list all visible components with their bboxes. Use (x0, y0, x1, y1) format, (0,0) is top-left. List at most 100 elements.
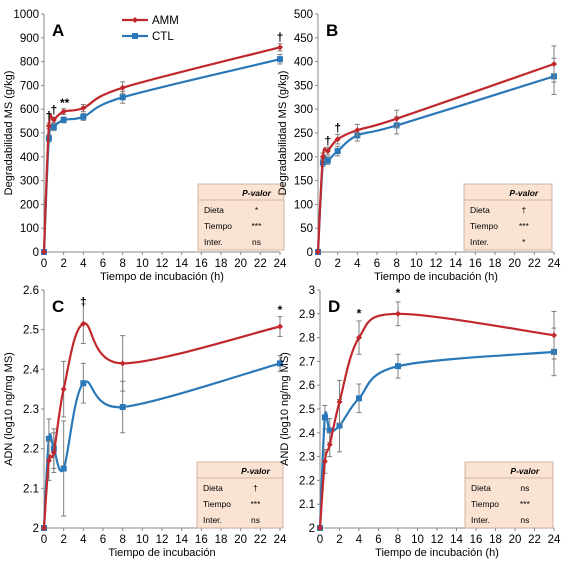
x-tick-label: 14 (175, 258, 188, 270)
data-point-square (395, 363, 401, 370)
pvalue-row-label: Tiempo (471, 499, 499, 509)
x-tick-label: 18 (489, 534, 502, 546)
significance-marker: † (334, 121, 341, 135)
x-axis-label: Tiempo de incubación (108, 547, 215, 559)
y-axis-label: ADN (log10 ng/mg MS) (3, 352, 15, 466)
y-axis-label: Degradabilidad MS (g/kg) (277, 71, 289, 196)
series-ctl (41, 354, 283, 531)
panel-letter: B (326, 21, 338, 40)
y-tick-label: 150 (294, 176, 313, 188)
y-tick-label: 700 (20, 80, 39, 92)
data-point-square (321, 414, 328, 421)
x-tick-label: 20 (234, 534, 247, 546)
pvalue-table: P-valor Dieta ns Tiempo *** Inter. ns (464, 461, 554, 529)
data-point-diamond (45, 457, 52, 464)
pvalue-table: P-valor Dieta * Tiempo *** Inter. ns (197, 183, 285, 251)
y-tick-label: 1000 (13, 9, 39, 21)
pvalue-row-value: ns (252, 237, 261, 247)
x-tick-label: 12 (431, 534, 444, 546)
x-tick-label: 10 (410, 258, 423, 270)
data-point-diamond (50, 449, 57, 456)
y-tick-label: 500 (294, 9, 313, 21)
pvalue-table: P-valor Dieta † Tiempo *** Inter. ns (196, 461, 284, 529)
pvalue-table-box (196, 461, 284, 529)
pvalue-table: P-valor Dieta † Tiempo *** Inter. * (463, 183, 553, 251)
data-point-diamond (395, 310, 401, 317)
y-tick-label: 2.5 (299, 404, 315, 416)
y-axis-label: AND (log10 ng/mg MS) (279, 352, 291, 466)
x-tick-label: 2 (60, 534, 66, 546)
x-tick-label: 8 (393, 258, 399, 270)
y-tick-label: 2.4 (23, 364, 40, 376)
legend: AMM CTL (122, 15, 179, 43)
data-point-diamond (334, 136, 341, 143)
data-point-diamond (277, 323, 283, 330)
x-tick-label: 8 (119, 534, 125, 546)
y-tick-label: 900 (20, 33, 39, 45)
y-tick-label: 2.4 (299, 428, 316, 440)
y-tick-label: 100 (294, 199, 313, 211)
x-tick-label: 6 (100, 258, 106, 270)
x-tick-label: 14 (449, 258, 462, 270)
significance-marker: † (324, 134, 331, 148)
panel-d: 22.12.22.32.42.52.62.72.82.930 2 4 6 8 10 12 14… (279, 285, 561, 559)
data-point-diamond (354, 127, 361, 134)
y-tick-label: 400 (294, 57, 313, 69)
x-tick-label: 14 (175, 534, 188, 546)
y-tick-label: 350 (294, 80, 313, 92)
data-point-diamond (50, 116, 57, 123)
x-tick-label: 14 (450, 534, 463, 546)
data-point-square (60, 465, 67, 472)
data-point-diamond (324, 148, 331, 155)
data-point-square (277, 56, 283, 63)
significance-marker: * (278, 303, 283, 317)
x-tick-label: 22 (254, 258, 267, 270)
y-tick-label: 300 (20, 176, 39, 188)
data-point-diamond (80, 320, 87, 327)
y-tick-label: 200 (20, 199, 39, 211)
x-tick-label: 22 (254, 534, 267, 546)
pvalue-table-box (464, 461, 554, 529)
data-point-diamond (315, 249, 321, 255)
pvalue-row-label: Inter. (203, 515, 222, 525)
y-tick-label: 800 (20, 57, 39, 69)
x-tick-label: 24 (274, 258, 287, 270)
x-tick-label: 0 (317, 534, 323, 546)
y-tick-label: 100 (20, 223, 39, 235)
x-tick-label: 22 (528, 534, 541, 546)
x-tick-label: 4 (356, 534, 363, 546)
pvalue-table-header: P-valor (509, 188, 539, 198)
x-tick-label: 2 (60, 258, 66, 270)
x-tick-label: 20 (508, 258, 521, 270)
y-tick-label: 0 (307, 247, 313, 259)
pvalue-row-label: Tiempo (204, 221, 232, 231)
significance-marker: † (277, 30, 284, 44)
x-tick-label: 4 (80, 534, 87, 546)
pvalue-row-value: * (255, 205, 259, 215)
pvalue-row-value: *** (251, 499, 262, 509)
pvalue-table-header: P-valor (510, 466, 540, 476)
y-tick-label: 250 (294, 128, 313, 140)
x-tick-label: 12 (430, 258, 443, 270)
data-point-diamond (356, 334, 362, 341)
significance-marker: * (396, 286, 401, 300)
pvalue-row-label: Dieta (203, 483, 223, 493)
data-point-diamond (326, 441, 333, 448)
y-tick-label: 450 (294, 33, 313, 45)
data-point-square (50, 124, 57, 131)
series-amm (41, 303, 283, 531)
x-tick-label: 4 (354, 258, 361, 270)
x-tick-label: 6 (100, 534, 106, 546)
x-axis-label: Tiempo de incubación (h) (374, 271, 498, 283)
pvalue-row-label: Dieta (470, 205, 490, 215)
significance-marker: ** (60, 96, 70, 110)
pvalue-row-value: ns (251, 515, 260, 525)
significance-marker: † (50, 103, 57, 117)
data-point-square (336, 422, 343, 429)
y-tick-label: 3 (309, 285, 315, 297)
y-tick-label: 2.8 (299, 333, 315, 345)
y-tick-label: 2 (33, 523, 39, 535)
pvalue-row-value: * (522, 237, 526, 247)
x-tick-label: 0 (41, 534, 47, 546)
